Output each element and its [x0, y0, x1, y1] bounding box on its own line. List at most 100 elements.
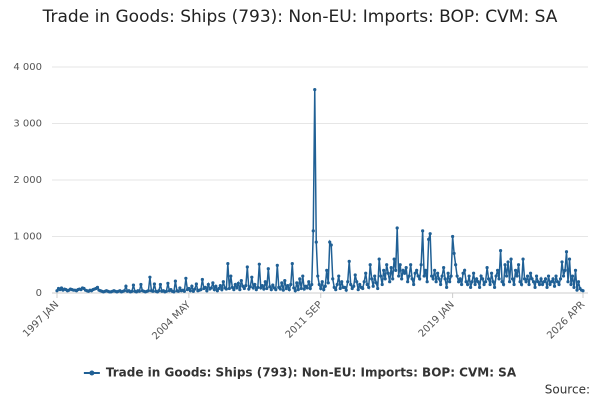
- data-point: [494, 274, 498, 278]
- data-point: [358, 282, 362, 287]
- data-point: [188, 289, 192, 293]
- data-point: [347, 259, 351, 263]
- data-point: [557, 282, 561, 287]
- data-point: [540, 282, 545, 287]
- data-point: [278, 287, 282, 291]
- data-point: [424, 268, 428, 272]
- data-point: [480, 277, 485, 281]
- data-point: [371, 284, 375, 288]
- data-point: [298, 277, 302, 281]
- data-point: [176, 289, 180, 293]
- data-point: [137, 289, 142, 293]
- data-point: [521, 257, 525, 261]
- data-point: [422, 274, 426, 278]
- data-point: [572, 285, 576, 289]
- data-point: [260, 284, 264, 288]
- data-point: [563, 268, 567, 272]
- data-point: [200, 277, 204, 282]
- data-point: [503, 263, 507, 267]
- data-point: [269, 288, 273, 292]
- data-point: [307, 280, 311, 284]
- data-point: [467, 274, 471, 278]
- data-point: [164, 289, 168, 293]
- data-point: [406, 280, 410, 284]
- data-point: [257, 262, 261, 266]
- data-point: [376, 286, 380, 291]
- data-point: [555, 280, 560, 284]
- data-point: [194, 282, 198, 286]
- data-point: [325, 268, 329, 272]
- data-point: [425, 280, 429, 284]
- data-point: [313, 88, 317, 92]
- data-point: [513, 268, 518, 272]
- x-tick-label: 2011 SEP: [284, 299, 325, 340]
- data-point: [332, 285, 336, 289]
- data-point: [356, 288, 360, 292]
- data-point: [287, 288, 291, 292]
- data-point: [311, 229, 315, 233]
- data-point: [382, 268, 386, 272]
- data-point: [477, 285, 482, 289]
- data-point: [561, 274, 566, 278]
- data-point: [293, 289, 297, 293]
- data-point: [182, 289, 186, 293]
- data-point: [394, 268, 398, 272]
- source: Source:: [545, 383, 590, 397]
- data-point: [184, 276, 188, 280]
- data-point: [385, 263, 389, 267]
- data-point: [566, 280, 570, 284]
- data-point: [537, 282, 542, 287]
- data-point: [567, 257, 572, 261]
- data-point: [308, 286, 312, 291]
- data-point: [178, 286, 182, 290]
- data-point: [416, 274, 420, 278]
- data-point: [470, 280, 474, 284]
- data-point: [355, 280, 359, 284]
- data-point: [322, 288, 326, 292]
- data-point: [292, 286, 296, 290]
- data-point: [139, 282, 143, 287]
- y-tick-label: 4 000: [13, 62, 42, 73]
- legend-label: Trade in Goods: Ships (793): Non-EU: Imp…: [106, 366, 517, 380]
- data-point: [570, 274, 575, 278]
- data-point: [439, 282, 443, 287]
- data-point: [148, 275, 152, 279]
- data-point: [263, 280, 267, 284]
- data-point: [373, 274, 377, 278]
- data-point: [407, 274, 411, 278]
- data-point: [418, 277, 422, 281]
- data-point: [412, 282, 416, 287]
- data-point: [386, 271, 390, 275]
- data-point: [275, 263, 279, 267]
- data-point: [475, 277, 479, 281]
- data-point: [199, 288, 203, 292]
- data-point: [446, 271, 450, 275]
- data-point: [403, 271, 407, 275]
- data-point: [483, 280, 488, 284]
- data-point: [409, 263, 413, 267]
- data-point: [458, 277, 462, 281]
- data-point: [299, 286, 303, 291]
- data-point: [383, 277, 387, 281]
- data-point: [328, 240, 332, 244]
- data-point: [500, 280, 504, 284]
- data-point: [310, 282, 314, 287]
- data-point: [286, 284, 290, 288]
- data-point: [466, 282, 470, 287]
- data-point: [205, 289, 209, 293]
- data-point: [415, 268, 419, 272]
- data-point: [124, 284, 128, 288]
- data-point: [220, 288, 224, 292]
- data-point: [486, 277, 491, 281]
- data-point: [280, 281, 284, 285]
- data-point: [395, 226, 399, 230]
- data-point: [542, 280, 546, 284]
- data-point: [546, 274, 551, 278]
- data-point: [391, 277, 395, 281]
- data-point: [389, 265, 393, 270]
- data-point: [581, 289, 585, 293]
- data-point: [440, 274, 444, 278]
- data-point: [445, 285, 449, 289]
- data-point: [428, 232, 432, 236]
- data-point: [551, 277, 555, 281]
